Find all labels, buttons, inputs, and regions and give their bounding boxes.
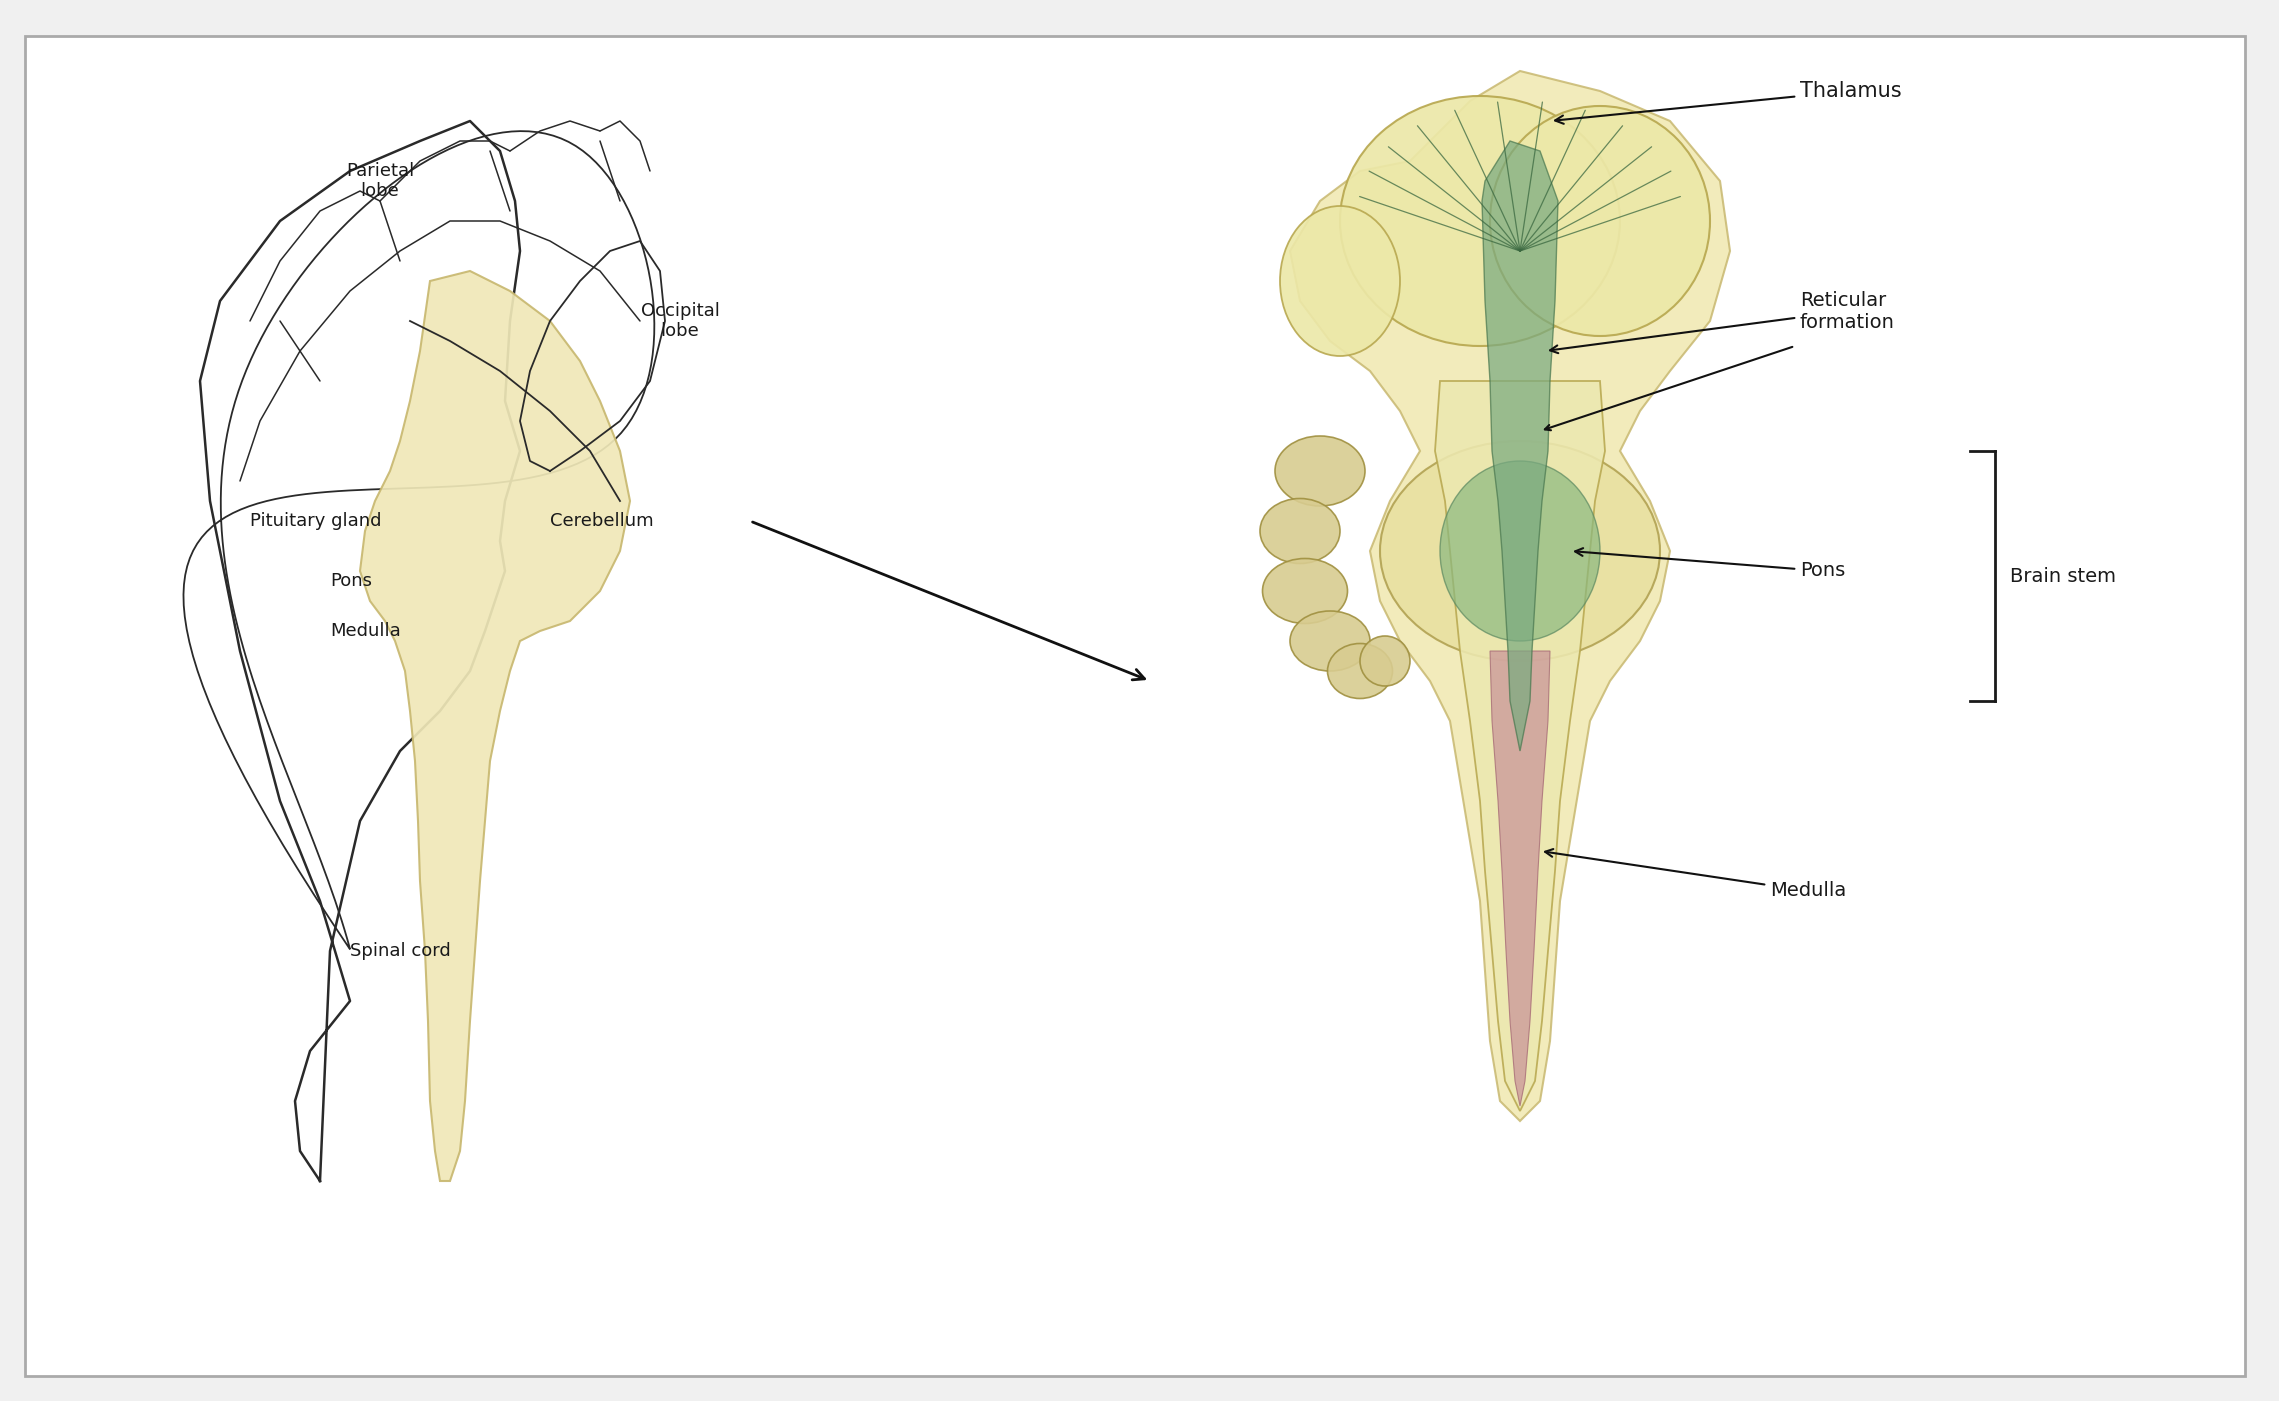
Polygon shape [1436,381,1604,1111]
Text: Reticular
formation: Reticular formation [1550,290,1894,353]
Text: Spinal cord: Spinal cord [351,941,451,960]
Ellipse shape [1281,206,1399,356]
Ellipse shape [1290,611,1370,671]
Text: Cerebellum: Cerebellum [549,511,654,530]
FancyBboxPatch shape [25,36,2245,1376]
Ellipse shape [1361,636,1411,686]
Text: Pons: Pons [1575,548,1846,580]
Ellipse shape [1274,436,1365,506]
Text: Occipital
lobe: Occipital lobe [640,301,720,340]
Ellipse shape [1260,499,1340,563]
Text: Parietal
lobe: Parietal lobe [346,161,415,200]
Text: Pituitary gland: Pituitary gland [251,511,381,530]
Polygon shape [1290,71,1730,1121]
Text: Thalamus: Thalamus [1554,81,1901,123]
Text: Medulla: Medulla [1545,849,1846,901]
Ellipse shape [1490,106,1709,336]
Polygon shape [1481,142,1559,751]
Ellipse shape [1263,559,1347,623]
Ellipse shape [1440,461,1600,642]
Text: Brain stem: Brain stem [2010,566,2115,586]
Polygon shape [1490,651,1550,1105]
Text: Medulla: Medulla [330,622,401,640]
Text: Pons: Pons [330,572,371,590]
Polygon shape [360,270,629,1181]
Ellipse shape [1340,97,1620,346]
Ellipse shape [1381,441,1659,661]
Ellipse shape [1326,643,1392,699]
